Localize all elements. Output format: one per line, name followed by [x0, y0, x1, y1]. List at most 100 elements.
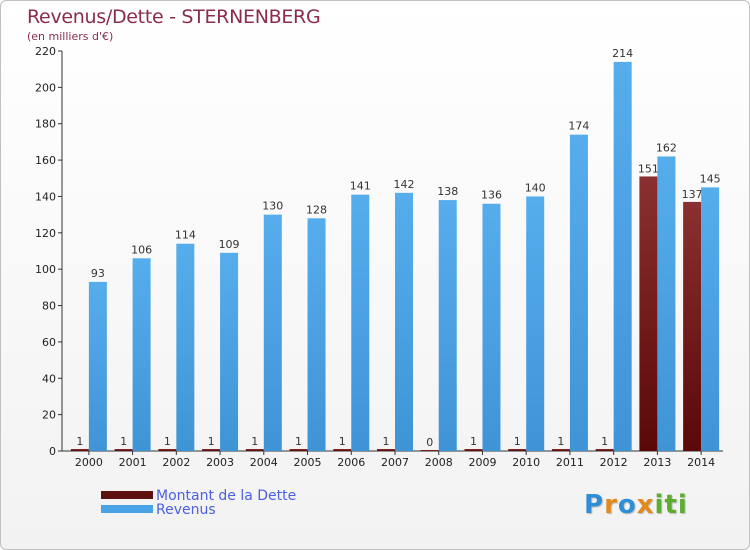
bar-debt [202, 449, 221, 451]
data-label-revenue: 106 [131, 243, 152, 256]
data-label-revenue: 142 [394, 178, 415, 191]
data-label-debt: 1 [383, 435, 390, 448]
data-label-debt: 1 [470, 435, 477, 448]
data-label-debt: 1 [76, 435, 83, 448]
y-tick-label: 180 [35, 118, 56, 131]
bar-revenue [307, 218, 326, 451]
data-label-debt: 151 [638, 162, 659, 175]
data-label-debt: 1 [557, 435, 564, 448]
bar-debt [551, 449, 570, 451]
x-tick-label: 2010 [512, 456, 540, 469]
data-label-revenue: 145 [700, 172, 721, 185]
y-tick-label: 40 [42, 372, 56, 385]
data-label-revenue: 109 [219, 238, 240, 251]
bar-revenue [132, 258, 151, 451]
y-tick-label: 200 [35, 81, 56, 94]
y-tick-label: 120 [35, 227, 56, 240]
logo-letter: x [636, 490, 655, 520]
data-label-revenue: 128 [306, 203, 327, 216]
bar-revenue [482, 203, 501, 451]
bar-debt [683, 201, 702, 451]
y-tick-label: 100 [35, 263, 56, 276]
data-label-debt: 1 [295, 435, 302, 448]
y-tick-label: 160 [35, 154, 56, 167]
bar-revenue [176, 243, 195, 451]
y-tick-label: 60 [42, 336, 56, 349]
bar-debt [333, 449, 352, 451]
x-tick-label: 2007 [381, 456, 409, 469]
x-tick-label: 2011 [556, 456, 584, 469]
x-tick-label: 2009 [468, 456, 496, 469]
bar-debt [464, 449, 483, 451]
data-label-debt: 1 [164, 435, 171, 448]
x-tick-label: 2006 [337, 456, 365, 469]
x-tick-label: 2002 [162, 456, 190, 469]
x-tick-label: 2000 [75, 456, 103, 469]
data-label-revenue: 174 [568, 120, 589, 133]
logo-letter: P [584, 490, 605, 520]
bar-revenue [263, 214, 282, 451]
data-label-revenue: 136 [481, 189, 502, 202]
x-tick-label: 2001 [119, 456, 147, 469]
x-tick-label: 2013 [643, 456, 671, 469]
bar-revenue [351, 194, 370, 452]
x-tick-label: 2008 [425, 456, 453, 469]
chart-title: Revenus/Dette - STERNENBERG [27, 6, 321, 28]
bar-revenue [613, 61, 632, 452]
data-label-revenue: 114 [175, 229, 196, 242]
bar-revenue [395, 192, 413, 451]
bar-revenue [438, 200, 457, 451]
chart-subtitle: (en milliers d'€) [27, 30, 114, 43]
logo-letter: i [677, 490, 688, 520]
data-label-revenue: 141 [350, 180, 371, 193]
y-tick-label: 20 [42, 409, 56, 422]
bar-debt [114, 449, 133, 451]
legend-label-debt: Montant de la Dette [156, 488, 297, 504]
bar-debt [639, 176, 658, 452]
bar-debt [420, 450, 439, 451]
y-tick-label: 220 [35, 45, 56, 58]
data-label-debt: 1 [339, 435, 346, 448]
data-label-debt: 1 [251, 435, 258, 448]
bar-debt [508, 449, 527, 451]
logo-letter: r [604, 490, 618, 520]
data-label-debt: 1 [120, 435, 127, 448]
data-label-revenue: 93 [91, 267, 105, 280]
bar-revenue [88, 281, 107, 451]
bar-revenue [701, 187, 720, 451]
bar-debt [289, 449, 308, 451]
logo-letter: t [664, 490, 678, 520]
x-tick-label: 2004 [250, 456, 278, 469]
x-tick-label: 2012 [600, 456, 628, 469]
bar-revenue [569, 134, 588, 452]
y-tick-label: 140 [35, 190, 56, 203]
data-label-debt: 137 [682, 188, 703, 201]
bar-revenue [526, 196, 545, 451]
legend-label-revenue: Revenus [156, 502, 216, 518]
x-tick-label: 2003 [206, 456, 234, 469]
bar-debt [70, 449, 89, 451]
logo-letter: o [617, 490, 637, 520]
data-label-debt: 1 [208, 435, 215, 448]
bar-debt [158, 449, 177, 451]
data-label-revenue: 130 [262, 200, 283, 213]
proxiti-logo: Proxiti [584, 490, 688, 520]
x-tick-label: 2014 [687, 456, 715, 469]
data-label-revenue: 138 [437, 185, 458, 198]
bar-debt [595, 449, 614, 451]
data-label-debt: 1 [514, 435, 521, 448]
x-tick-label: 2005 [294, 456, 322, 469]
bar-revenue [657, 156, 676, 452]
bar-debt [245, 449, 264, 451]
bar-revenue [220, 252, 239, 451]
legend-swatch-debt [101, 491, 153, 499]
data-label-debt: 0 [426, 436, 433, 449]
data-label-revenue: 162 [656, 141, 677, 154]
data-label-revenue: 140 [525, 181, 546, 194]
y-tick-label: 0 [49, 445, 56, 458]
logo-letter: i [654, 490, 665, 520]
data-label-revenue: 214 [612, 47, 633, 60]
y-tick-label: 80 [42, 300, 56, 313]
